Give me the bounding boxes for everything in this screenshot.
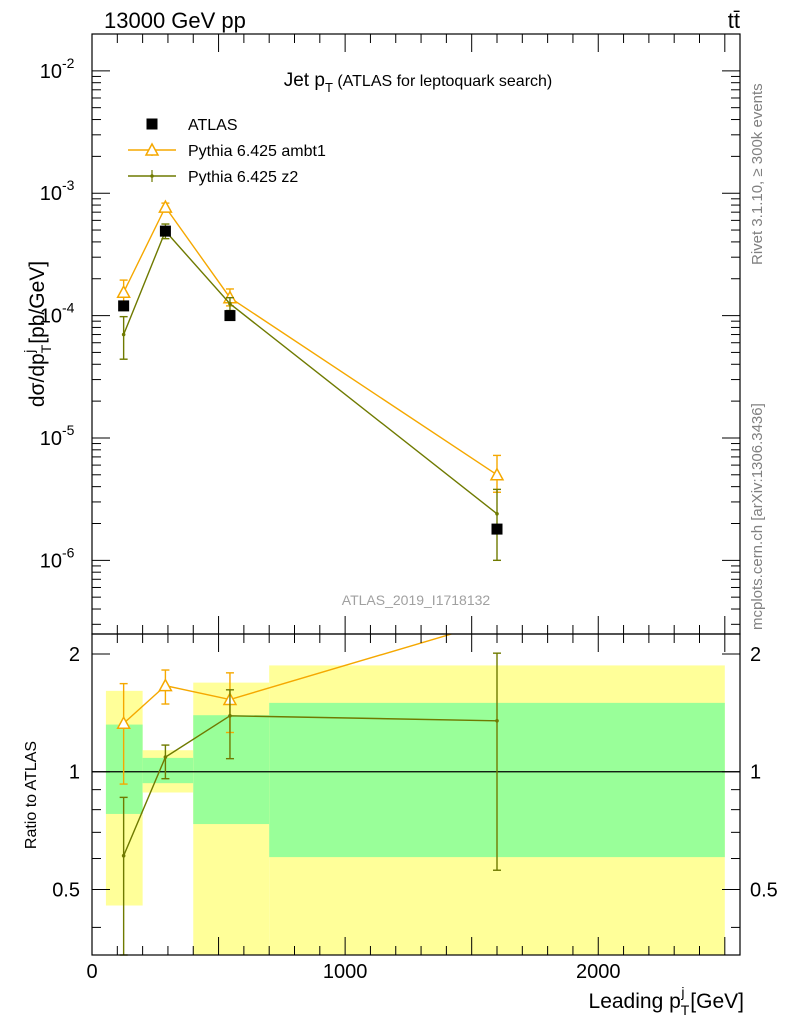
ratio-line-0	[123, 633, 452, 724]
y-tick-label: 10	[40, 61, 62, 83]
mcplots-label: mcplots.cern.ch [arXiv:1306.3436]	[749, 403, 766, 630]
x-tick-label: 1000	[323, 961, 368, 983]
ratio-point	[228, 714, 232, 718]
series-point	[121, 332, 126, 337]
y-tick-exponent: -5	[62, 422, 75, 438]
ratio-point	[163, 755, 168, 759]
header-left-label: 13000 GeV pp	[104, 8, 246, 33]
series-point	[158, 199, 173, 213]
ratio-line-1	[122, 715, 498, 856]
ratio-y-tick-label-right: 2	[750, 644, 761, 666]
header-right-label: tt̄	[728, 8, 740, 33]
y-tick-label: 10	[40, 550, 62, 572]
ratio-point	[121, 853, 126, 858]
series-point	[116, 284, 131, 299]
y-tick-exponent: -4	[62, 300, 75, 316]
ratio-panel-series	[116, 633, 501, 956]
ratio-y-axis-label: Ratio to ATLAS	[23, 741, 40, 849]
data-point	[118, 300, 130, 312]
y-tick-exponent: -2	[62, 55, 75, 71]
ratio-y-tick-label: 2	[69, 644, 80, 666]
legend-marker	[150, 174, 154, 178]
y-tick-exponent: -3	[62, 177, 75, 193]
x-tick-label: 0	[86, 961, 97, 983]
ratio-y-tick-label-right: 1	[750, 762, 761, 784]
legend-entry: Pythia 6.425 ambt1	[188, 143, 326, 160]
series-line-2	[122, 229, 498, 515]
legend: ATLAS Pythia 6.425 ambt1 Pythia 6.425 z2	[128, 117, 326, 186]
ratio-panel-frame	[91, 633, 741, 956]
data-point	[491, 523, 503, 535]
series-point	[228, 301, 232, 306]
main-panel-ticks: 10-610-510-410-310-2	[40, 33, 740, 634]
ratio-panel-ticks: 0.5 0.5 1 1 2 2 0 1000 2000	[52, 634, 778, 983]
ratio-point	[158, 678, 173, 692]
legend-marker	[146, 118, 158, 130]
data-point	[159, 225, 171, 237]
ratio-point	[495, 718, 499, 723]
analysis-label: ATLAS_2019_I1718132	[342, 592, 491, 608]
series-point	[495, 511, 499, 516]
y-tick-label: 10	[40, 306, 62, 328]
legend-entry: Pythia 6.425 z2	[188, 169, 298, 186]
series-point	[489, 467, 505, 481]
main-panel-series	[116, 199, 505, 562]
ratio-band-green	[193, 715, 270, 825]
ratio-y-tick-label: 1	[69, 762, 80, 784]
y-tick-label: 10	[40, 183, 62, 205]
main-title: Jet pT (ATLAS for leptoquark search)	[284, 70, 553, 95]
x-axis-label: Leading pTj [GeV]	[589, 984, 744, 1018]
data-point	[224, 310, 236, 322]
ratio-y-tick-label: 0.5	[52, 879, 80, 901]
legend-entry: ATLAS	[188, 117, 238, 134]
y-tick-exponent: -6	[62, 544, 75, 560]
ratio-point	[116, 715, 131, 730]
x-tick-label: 2000	[576, 961, 621, 983]
ratio-panel-bands	[92, 665, 740, 955]
rivet-label: Rivet 3.1.10, ≥ 300k events	[749, 83, 766, 265]
ratio-y-tick-label-right: 0.5	[750, 879, 778, 901]
y-tick-label: 10	[40, 428, 62, 450]
legend-marker	[144, 142, 160, 156]
main-y-axis-label: dσ/dpTj [pb/GeV]	[21, 261, 54, 407]
series-line-1	[123, 205, 498, 476]
